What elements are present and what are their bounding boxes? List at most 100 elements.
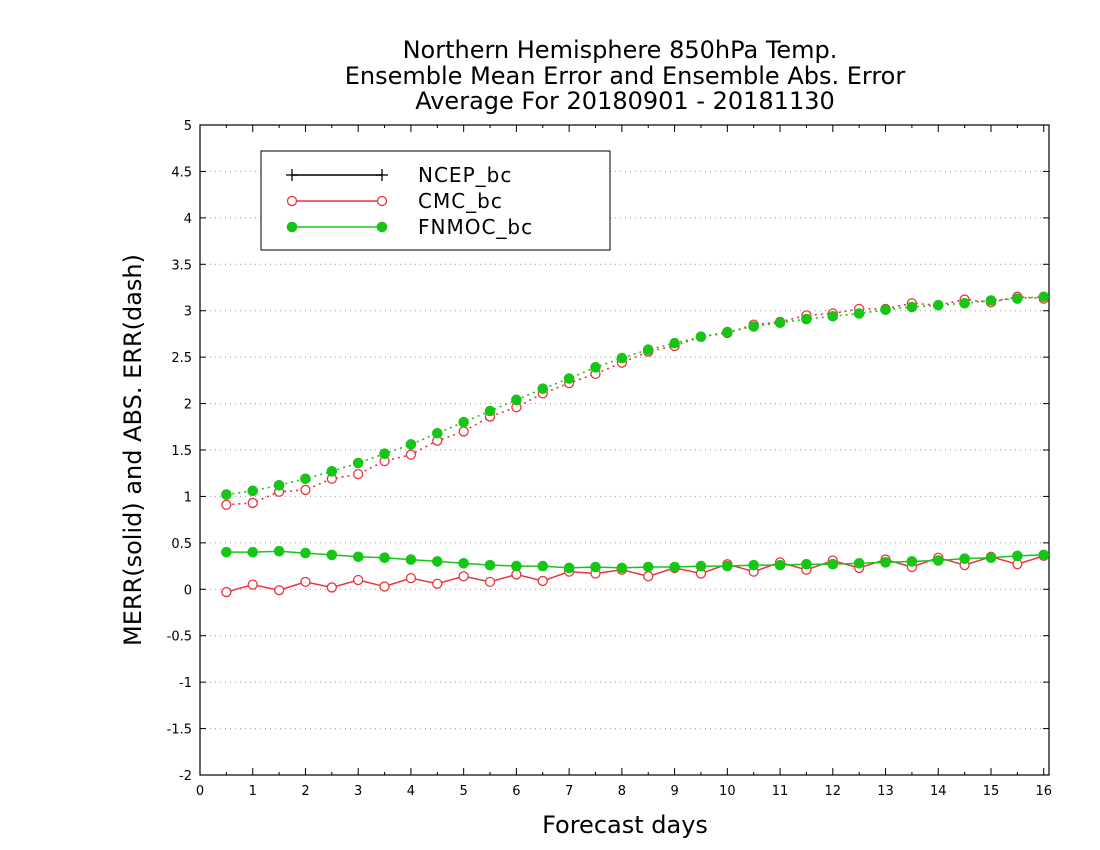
fnmoc-bc-abserr-point xyxy=(247,485,259,497)
cmc-bc-abserr-point xyxy=(300,484,311,496)
x-tick-label: 16 xyxy=(1035,784,1052,799)
fnmoc-bc-abserr-point xyxy=(484,405,496,417)
legend-cmc-bc-marker xyxy=(286,195,298,207)
cmc-bc-merr-point xyxy=(432,578,443,589)
fnmoc-bc-abserr-point xyxy=(642,344,654,356)
fnmoc-bc-abserr-line xyxy=(226,295,1044,496)
fnmoc-bc-abserr-point xyxy=(748,321,759,332)
x-tick-label: 11 xyxy=(772,784,789,799)
fnmoc-bc-abserr-point xyxy=(695,331,707,343)
cmc-bc-abserr-point xyxy=(247,497,258,509)
legend-cmc-bc-label: CMC_bc xyxy=(418,189,503,213)
legend-cmc-bc-marker xyxy=(376,195,388,207)
fnmoc-bc-merr-point xyxy=(273,545,285,557)
x-tick-label: 15 xyxy=(983,784,1000,799)
fnmoc-bc-merr-point xyxy=(774,559,786,571)
fnmoc-bc-merr-point xyxy=(484,559,496,571)
fnmoc-bc-abserr-point xyxy=(827,310,839,322)
fnmoc-bc-abserr-point xyxy=(273,479,285,491)
y-tick-label: 5 xyxy=(184,119,192,134)
fnmoc-bc-merr-point xyxy=(801,558,812,570)
x-tick-label: 3 xyxy=(354,784,362,799)
fnmoc-bc-abserr-point xyxy=(774,317,786,329)
x-tick-label: 5 xyxy=(460,784,468,799)
fnmoc-bc-merr-point xyxy=(642,561,654,573)
fnmoc-bc-merr-point xyxy=(352,551,364,563)
fnmoc-bc-abserr-point xyxy=(669,337,680,349)
cmc-bc-merr-point xyxy=(221,586,232,598)
fnmoc-bc-merr-point xyxy=(853,557,865,569)
fnmoc-bc-merr-point xyxy=(906,556,918,567)
fnmoc-bc-abserr-point xyxy=(985,295,997,306)
cmc-bc-merr-point xyxy=(353,574,364,586)
cmc-bc-merr-point xyxy=(484,576,496,588)
chart-title-line-2: Ensemble Mean Error and Ensemble Abs. Er… xyxy=(345,62,906,90)
cmc-bc-abserr-point xyxy=(405,449,417,460)
fnmoc-bc-abserr-point xyxy=(326,466,338,477)
fnmoc-bc-merr-point xyxy=(379,552,390,564)
y-tick-label: -1 xyxy=(179,676,192,691)
cmc-bc-abserr-point xyxy=(221,499,232,510)
fnmoc-bc-abserr-point xyxy=(563,373,575,384)
x-tick-label: 6 xyxy=(512,784,520,799)
fnmoc-bc-abserr-point xyxy=(722,326,733,338)
legend-fnmoc-bc-marker xyxy=(286,221,298,233)
cmc-bc-merr-point xyxy=(326,582,337,593)
fnmoc-bc-merr-point xyxy=(616,562,628,574)
fnmoc-bc-merr-point xyxy=(221,546,232,558)
series xyxy=(221,291,1050,598)
fnmoc-bc-abserr-point xyxy=(853,308,865,319)
fnmoc-bc-merr-point xyxy=(695,560,707,572)
y-tick-label: 3.5 xyxy=(171,258,192,273)
y-tick-label: 0 xyxy=(184,583,192,598)
fnmoc-bc-merr-point xyxy=(880,557,891,568)
fnmoc-bc-abserr-point xyxy=(1012,293,1023,304)
fnmoc-bc-merr-point xyxy=(590,561,601,573)
legend-fnmoc-bc-label: FNMOC_bc xyxy=(418,215,533,239)
x-tick-label: 0 xyxy=(196,784,204,799)
fnmoc-bc-abserr-point xyxy=(511,394,522,406)
cmc-bc-abserr-line xyxy=(226,295,1044,506)
y-tick-label: 2.5 xyxy=(171,351,192,366)
x-tick-label: 7 xyxy=(565,784,573,799)
x-tick-label: 9 xyxy=(670,784,678,799)
cmc-bc-merr-point xyxy=(247,579,258,590)
fnmoc-bc-merr-point xyxy=(1038,549,1050,561)
legend-fnmoc-bc-marker xyxy=(376,221,388,233)
y-tick-label: -0.5 xyxy=(167,630,192,645)
fnmoc-bc-merr-point xyxy=(985,552,997,564)
y-tick-label: 1 xyxy=(184,490,192,505)
fnmoc-bc-merr-point xyxy=(326,549,338,561)
fnmoc-bc-merr-point xyxy=(431,556,443,567)
chart-title-line-3: Average For 20180901 - 20181130 xyxy=(415,87,835,115)
y-tick-label: 4 xyxy=(184,212,192,227)
fnmoc-bc-abserr-point xyxy=(352,457,364,469)
fnmoc-bc-merr-point xyxy=(827,558,839,570)
fnmoc-bc-abserr-point xyxy=(616,352,628,364)
fnmoc-bc-abserr-point xyxy=(932,299,944,311)
cmc-bc-merr-point xyxy=(405,572,417,584)
y-tick-label: 0.5 xyxy=(171,537,192,552)
y-tick-label: 3 xyxy=(184,305,192,320)
x-tick-label: 2 xyxy=(301,784,309,799)
x-tick-label: 1 xyxy=(249,784,257,799)
fnmoc-bc-merr-point xyxy=(458,557,469,569)
fnmoc-bc-abserr-point xyxy=(1038,291,1050,303)
fnmoc-bc-abserr-point xyxy=(590,362,601,373)
fnmoc-bc-merr-point xyxy=(405,554,417,565)
fnmoc-bc-abserr-point xyxy=(405,439,417,450)
fnmoc-bc-merr-point xyxy=(748,559,759,571)
fnmoc-bc-abserr-point xyxy=(801,313,812,325)
fnmoc-bc-abserr-point xyxy=(959,297,970,309)
x-tick-label: 14 xyxy=(930,784,947,799)
legend-ncep-bc-marker xyxy=(286,169,298,181)
legend-box xyxy=(260,150,611,251)
y-tick-label: 2 xyxy=(184,398,192,413)
fnmoc-bc-merr-point xyxy=(722,560,733,572)
cmc-bc-merr-point xyxy=(300,576,311,588)
cmc-bc-merr-point xyxy=(458,571,469,582)
legend-ncep-bc-label: NCEP_bc xyxy=(418,163,512,187)
cmc-bc-abserr-point xyxy=(353,468,364,480)
